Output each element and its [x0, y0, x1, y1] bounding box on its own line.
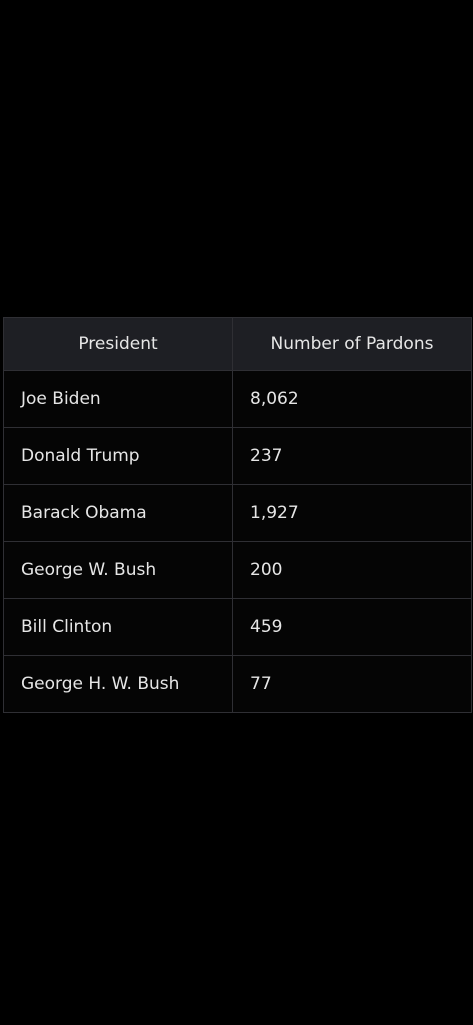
president-name: Barack Obama: [3, 484, 233, 542]
president-name: George H. W. Bush: [3, 655, 233, 713]
table-row: Bill Clinton 459: [3, 598, 472, 656]
pardon-count: 8,062: [232, 370, 472, 428]
president-name: Donald Trump: [3, 427, 233, 485]
pardon-count: 77: [232, 655, 472, 713]
table-row: George W. Bush 200: [3, 541, 472, 599]
pardons-table-container: President Number of Pardons Joe Biden 8,…: [3, 317, 472, 713]
president-name: Bill Clinton: [3, 598, 233, 656]
pardon-count: 200: [232, 541, 472, 599]
pardon-count: 237: [232, 427, 472, 485]
table-row: Joe Biden 8,062: [3, 370, 472, 428]
pardons-table: President Number of Pardons Joe Biden 8,…: [3, 317, 472, 713]
header-number-of-pardons: Number of Pardons: [232, 317, 472, 371]
header-president: President: [3, 317, 233, 371]
pardon-count: 459: [232, 598, 472, 656]
president-name: Joe Biden: [3, 370, 233, 428]
table-row: George H. W. Bush 77: [3, 655, 472, 713]
table-header-row: President Number of Pardons: [3, 317, 472, 371]
table-row: Donald Trump 237: [3, 427, 472, 485]
president-name: George W. Bush: [3, 541, 233, 599]
table-row: Barack Obama 1,927: [3, 484, 472, 542]
pardon-count: 1,927: [232, 484, 472, 542]
